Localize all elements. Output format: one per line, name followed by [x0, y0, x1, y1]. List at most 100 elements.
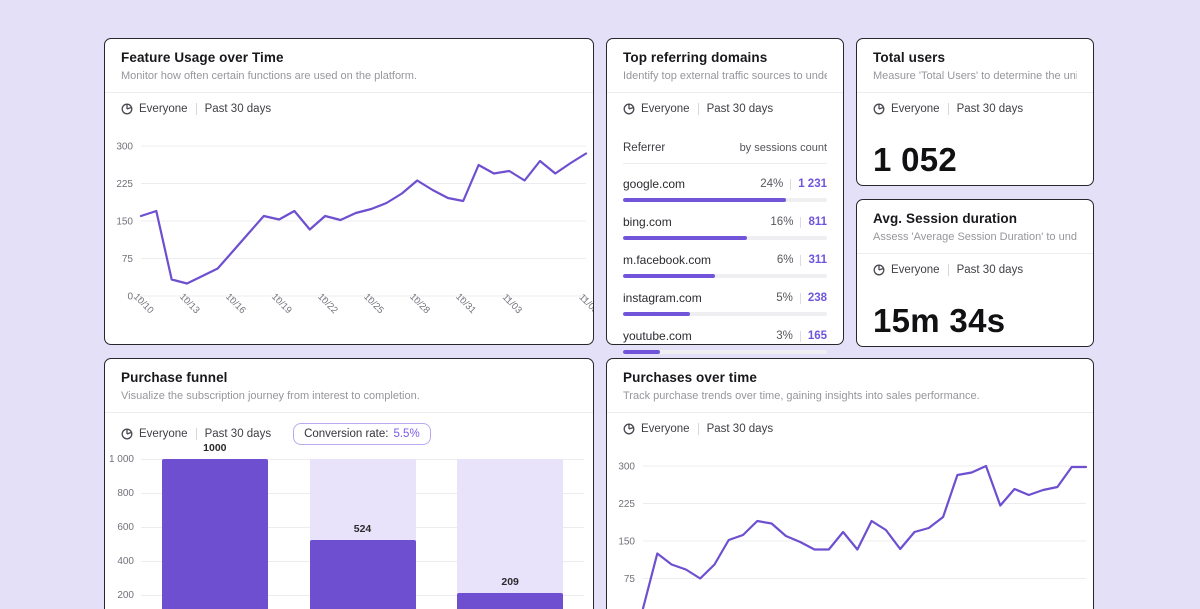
svg-text:75: 75 — [122, 254, 134, 265]
filter-row: Everyone Past 30 days Conversion rate: 5… — [105, 413, 593, 445]
svg-text:225: 225 — [618, 499, 635, 510]
svg-text:75: 75 — [624, 574, 636, 585]
svg-text:150: 150 — [618, 537, 635, 548]
filter-separator — [697, 423, 699, 435]
referrer-bar-track — [623, 198, 827, 202]
card-subtitle: Measure 'Total Users' to determine the u… — [873, 70, 1077, 82]
audience-filter-label: Everyone — [139, 428, 188, 440]
card-subtitle: Visualize the subscription journey from … — [121, 390, 420, 402]
audience-filter[interactable]: Everyone — [121, 103, 188, 115]
referrer-stats: 16% 811 — [770, 216, 827, 228]
referrer-item-row: bing.com 16% 811 — [623, 215, 827, 229]
date-range-filter[interactable]: Past 30 days — [957, 264, 1023, 276]
pie-chart-icon — [873, 103, 885, 115]
card-title: Feature Usage over Time — [121, 50, 284, 65]
svg-text:10/10: 10/10 — [131, 292, 156, 317]
date-range-label: Past 30 days — [204, 428, 272, 440]
svg-text:225: 225 — [116, 179, 133, 190]
svg-text:10/16: 10/16 — [223, 292, 248, 317]
referrer-item-row: google.com 24% 1 231 — [623, 177, 827, 191]
referrer-bar-fill — [623, 274, 715, 278]
svg-text:11/08: 11/08 — [577, 292, 593, 316]
referrer-stats: 24% 1 231 — [760, 178, 827, 190]
referrer-bar-fill — [623, 198, 787, 202]
referrer-item-row: instagram.com 5% 238 — [623, 291, 827, 305]
pie-chart-icon — [873, 264, 885, 276]
referrer-stat-separator — [800, 254, 802, 266]
referrer-bar-track — [623, 236, 827, 240]
filter-separator — [947, 103, 949, 115]
referrer-stat-separator — [800, 216, 802, 228]
referring-domains-card: Top referring domains Identify top exter… — [606, 38, 844, 354]
card-title: Avg. Session duration — [873, 211, 1018, 226]
funnel-stage-value: 524 — [353, 522, 372, 535]
purchases-over-time-card: Purchases over time Track purchase trend… — [606, 358, 1094, 609]
referrer-list-header: Referrer by sessions count — [623, 142, 827, 164]
card-title: Purchases over time — [623, 370, 757, 385]
date-range-label: Past 30 days — [956, 264, 1024, 276]
card-title: Total users — [873, 50, 946, 65]
date-range-filter[interactable]: Past 30 days — [707, 423, 773, 435]
card-header: Purchases over time Track purchase trend… — [607, 359, 1093, 413]
referrer-stats: 3% 165 — [776, 330, 827, 342]
card-subtitle: Identify top external traffic sources to… — [623, 70, 827, 82]
filter-row: Everyone Past 30 days — [105, 93, 593, 115]
svg-text:10/25: 10/25 — [361, 292, 386, 317]
date-range-filter[interactable]: Past 30 days — [957, 103, 1023, 115]
referrer-item: instagram.com 5% 238 — [623, 291, 827, 316]
audience-filter-label: Everyone — [641, 423, 690, 435]
funnel-stage-bar — [457, 593, 564, 609]
audience-filter-label: Everyone — [891, 264, 940, 276]
audience-filter[interactable]: Everyone — [873, 103, 940, 115]
funnel-stage-column: 1000 — [161, 442, 268, 609]
referrer-item-row: youtube.com 3% 165 — [623, 329, 827, 343]
pie-chart-icon — [623, 103, 635, 115]
svg-text:11/03: 11/03 — [500, 292, 524, 316]
audience-filter[interactable]: Everyone — [623, 423, 690, 435]
date-range-label: Past 30 days — [706, 423, 774, 435]
referrer-session-count: 1 231 — [798, 178, 827, 190]
referrer-domain: instagram.com — [623, 291, 702, 305]
date-range-filter[interactable]: Past 30 days — [707, 103, 773, 115]
filter-row: Everyone Past 30 days — [857, 93, 1093, 115]
date-range-filter[interactable]: Past 30 days — [205, 428, 271, 440]
filter-row: Everyone Past 30 days — [607, 413, 1093, 435]
referrer-bar-fill — [623, 236, 748, 240]
referrer-domain: bing.com — [623, 215, 672, 229]
referrer-percent: 24% — [760, 178, 784, 190]
svg-text:150: 150 — [116, 217, 133, 228]
funnel-y-tick-label: 200 — [117, 590, 134, 601]
referrer-domain: google.com — [623, 177, 686, 191]
svg-text:10/22: 10/22 — [315, 292, 340, 317]
referrer-item: bing.com 16% 811 — [623, 215, 827, 240]
audience-filter-label: Everyone — [891, 103, 940, 115]
referrer-percent: 16% — [770, 216, 794, 228]
referrer-stats: 5% 238 — [776, 292, 827, 304]
referrer-domain: youtube.com — [623, 329, 692, 343]
audience-filter[interactable]: Everyone — [623, 103, 690, 115]
filter-row: Everyone Past 30 days — [607, 93, 843, 115]
card-header: Feature Usage over Time Monitor how ofte… — [105, 39, 593, 93]
date-range-label: Past 30 days — [956, 103, 1024, 115]
svg-text:10/13: 10/13 — [177, 292, 202, 317]
purchase-funnel-card: Purchase funnel Visualize the subscripti… — [104, 358, 594, 609]
conversion-rate-value: 5.5% — [393, 428, 420, 440]
referrer-item-row: m.facebook.com 6% 311 — [623, 253, 827, 267]
referrer-session-count: 811 — [808, 216, 827, 228]
funnel-stage-background — [457, 459, 564, 609]
card-title: Purchase funnel — [121, 370, 228, 385]
referrer-session-count: 238 — [807, 292, 827, 304]
referrer-percent: 5% — [776, 292, 793, 304]
referrer-bar-track — [623, 274, 827, 278]
filter-separator — [195, 103, 197, 115]
referrer-domain: m.facebook.com — [623, 253, 712, 267]
referrer-item: youtube.com 3% 165 — [623, 329, 827, 354]
referrer-stat-separator — [790, 178, 792, 190]
audience-filter[interactable]: Everyone — [121, 428, 188, 440]
card-subtitle: Assess 'Average Session Duration' to und… — [873, 231, 1077, 243]
audience-filter[interactable]: Everyone — [873, 264, 940, 276]
funnel-y-tick-label: 800 — [117, 488, 134, 499]
conversion-rate-badge: Conversion rate: 5.5% — [293, 423, 431, 445]
avg-session-card: Avg. Session duration Assess 'Average Se… — [856, 199, 1094, 347]
date-range-filter[interactable]: Past 30 days — [205, 103, 271, 115]
